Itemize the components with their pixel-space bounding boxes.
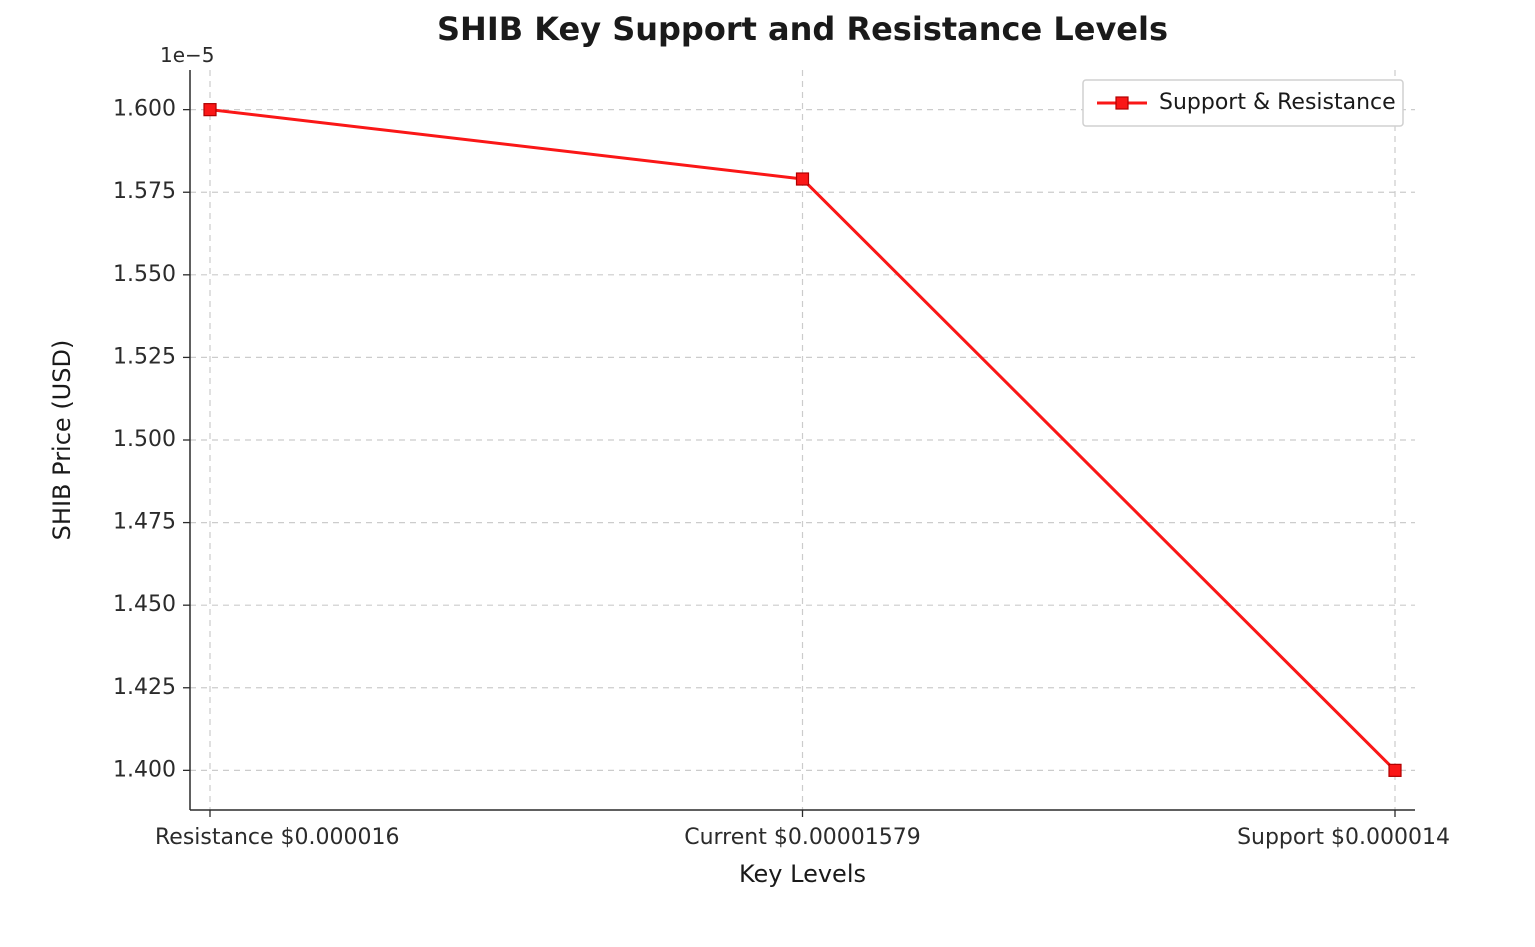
y-tick-label: 1.450 <box>113 592 176 617</box>
y-tick-label: 1.425 <box>113 675 176 700</box>
x-tick-label: Current $0.00001579 <box>684 825 921 850</box>
y-tick-label: 1.575 <box>113 179 176 204</box>
y-tick-label: 1.475 <box>113 510 176 535</box>
y-axis-offset-text: 1e−5 <box>160 43 215 67</box>
x-tick-label: Resistance $0.000016 <box>155 825 400 850</box>
x-axis-label: Key Levels <box>739 860 866 888</box>
chart-title: SHIB Key Support and Resistance Levels <box>437 10 1168 48</box>
data-marker <box>204 104 216 116</box>
x-tick-label: Support $0.000014 <box>1237 825 1450 850</box>
y-tick-label: 1.500 <box>113 427 176 452</box>
y-axis-label: SHIB Price (USD) <box>48 340 76 541</box>
legend: Support & Resistance <box>1083 80 1403 126</box>
y-tick-label: 1.525 <box>113 344 176 369</box>
line-chart: 1.400 1.425 1.450 1.475 1.500 1.525 1.550 1.575… <box>0 0 1535 947</box>
y-tick-label: 1.600 <box>113 97 176 122</box>
legend-label: Support & Resistance <box>1159 90 1396 115</box>
data-marker <box>1389 764 1401 776</box>
chart-container: 1.400 1.425 1.450 1.475 1.500 1.525 1.550 1.575… <box>0 0 1535 947</box>
data-marker <box>797 173 809 185</box>
y-tick-label: 1.400 <box>113 757 176 782</box>
y-tick-label: 1.550 <box>113 262 176 287</box>
